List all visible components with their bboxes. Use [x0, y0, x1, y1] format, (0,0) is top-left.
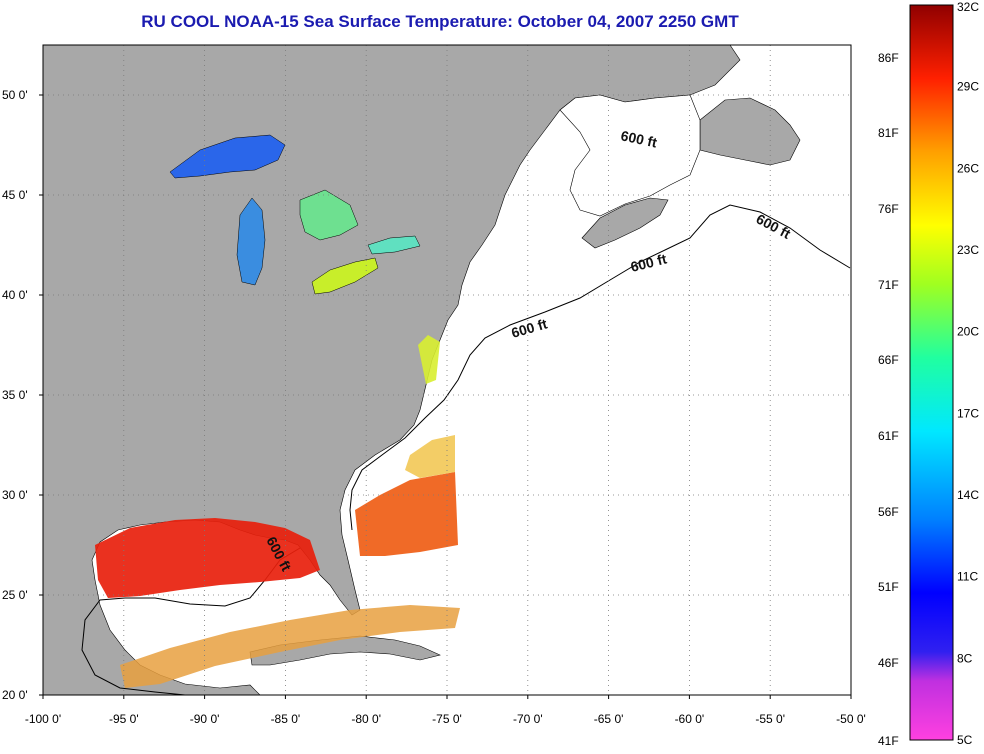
- lake-erie: [311, 257, 379, 295]
- x-tick-label: -55 0': [755, 712, 785, 726]
- colorbar-celsius-label: 23C: [957, 243, 979, 257]
- colorbar-fahrenheit-label: 71F: [878, 278, 899, 292]
- colorbar-fahrenheit-label: 81F: [878, 126, 899, 140]
- colorbar-celsius-label: 32C: [957, 0, 979, 14]
- sst-swath-carolina: [405, 435, 455, 478]
- colorbar-fahrenheit-label: 86F: [878, 51, 899, 65]
- contour-600ft: [349, 204, 851, 531]
- y-tick-label: 25 0': [2, 588, 28, 602]
- map-title: RU COOL NOAA-15 Sea Surface Temperature:…: [141, 12, 739, 31]
- colorbar-celsius-label: 14C: [957, 488, 979, 502]
- map-area: -100 0' -95 0' -90 0' -85 0' -80 0' -75 0' -70…: [2, 44, 866, 726]
- contour-600ft-gulf: [81, 547, 301, 695]
- land-nova-scotia: [581, 197, 669, 249]
- colorbar-celsius-labels: 32C 29C 26C 23C 20C 17C 14C 11C 8C 5C: [957, 0, 979, 747]
- x-tick-label: -65 0': [594, 712, 624, 726]
- colorbar-fahrenheit-label: 51F: [878, 580, 899, 594]
- longitude-axis: -100 0' -95 0' -90 0' -85 0' -80 0' -75 0' -70…: [25, 695, 866, 726]
- colorbar-fahrenheit-label: 56F: [878, 505, 899, 519]
- sst-swath-gulf-north: [95, 518, 320, 598]
- y-tick-label: 45 0': [2, 188, 28, 202]
- gulf-st-lawrence: [559, 94, 701, 217]
- x-tick-label: -60 0': [675, 712, 705, 726]
- colorbar-celsius-label: 11C: [957, 570, 978, 584]
- land-newfoundland: [699, 97, 801, 166]
- graticule: [43, 45, 851, 695]
- colorbar-gradient: [909, 4, 954, 741]
- sst-chesapeake: [418, 335, 440, 384]
- colorbar-fahrenheit-label: 46F: [878, 656, 899, 670]
- y-tick-label: 35 0': [2, 388, 28, 402]
- lake-ontario: [367, 235, 421, 255]
- latitude-axis: 50 0' 45 0' 40 0' 35 0' 30 0' 25 0' 20 0': [2, 88, 43, 702]
- y-tick-label: 20 0': [2, 688, 28, 702]
- lake-superior: [169, 134, 286, 179]
- x-tick-label: -95 0': [109, 712, 139, 726]
- colorbar-fahrenheit-label: 41F: [878, 734, 899, 748]
- colorbar-fahrenheit-labels: 86F 81F 76F 71F 66F 61F 56F 51F 46F 41F: [878, 51, 899, 748]
- colorbar-fahrenheit-label: 61F: [878, 429, 899, 443]
- colorbar-celsius-label: 20C: [957, 325, 979, 339]
- y-tick-label: 40 0': [2, 288, 28, 302]
- colorbar-fahrenheit-label: 76F: [878, 202, 899, 216]
- colorbar-fahrenheit-label: 66F: [878, 353, 899, 367]
- x-tick-label: -85 0': [271, 712, 301, 726]
- x-tick-label: -80 0': [351, 712, 381, 726]
- x-tick-label: -70 0': [513, 712, 543, 726]
- colorbar-celsius-label: 8C: [957, 651, 973, 665]
- lake-michigan: [236, 197, 266, 286]
- colorbar-celsius-label: 26C: [957, 161, 979, 175]
- contour-label-newfoundland: 600 ft: [619, 127, 658, 150]
- colorbar: 86F 81F 76F 71F 66F 61F 56F 51F 46F 41F 32C 29C 26C…: [878, 0, 979, 748]
- land-north-america: [43, 45, 741, 695]
- y-tick-label: 30 0': [2, 488, 28, 502]
- x-tick-label: -75 0': [432, 712, 462, 726]
- x-tick-label: -100 0': [25, 712, 61, 726]
- sst-swath-atlantic: [355, 472, 458, 556]
- x-tick-label: -90 0': [190, 712, 220, 726]
- colorbar-celsius-label: 29C: [957, 80, 979, 94]
- sst-swath-gulf-south: [120, 605, 460, 688]
- colorbar-celsius-label: 17C: [957, 406, 979, 420]
- y-tick-label: 50 0': [2, 88, 28, 102]
- colorbar-celsius-label: 5C: [957, 733, 973, 747]
- x-tick-label: -50 0': [836, 712, 866, 726]
